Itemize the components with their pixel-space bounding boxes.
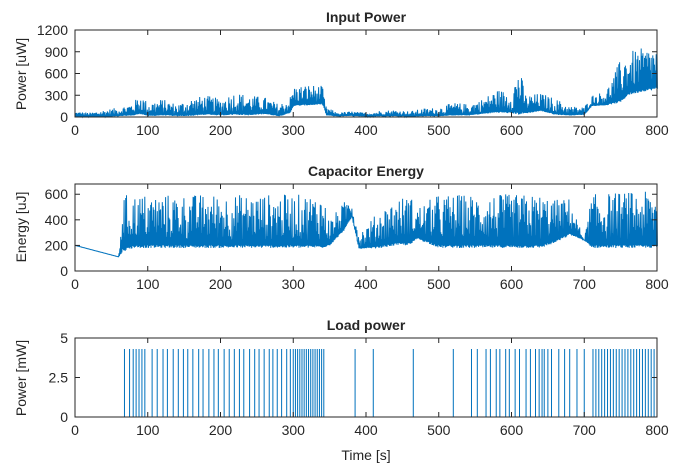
x-tick-label: 800 (645, 276, 669, 292)
x-tick-label: 300 (282, 276, 306, 292)
plot-area-load-power: 0 100 200 300 400 500 600 700 800 0 2.5 5 (49, 330, 669, 438)
panel-title-load-power: Load power (327, 317, 406, 333)
x-tick-label: 700 (573, 122, 597, 138)
y-tick-label: 2.5 (49, 370, 69, 386)
panel-input-power: Input Power Power [uW] 0 100 200 300 400 500 6… (13, 9, 669, 138)
x-tick-label: 800 (645, 122, 669, 138)
y-tick-label: 0 (60, 109, 68, 125)
x-tick-label: 300 (282, 122, 306, 138)
x-tick-label: 300 (282, 422, 306, 438)
x-tick-label: 400 (354, 276, 378, 292)
x-tick-label: 100 (136, 122, 160, 138)
y-tick-label: 200 (45, 237, 69, 253)
y-tick-label: 5 (60, 330, 68, 346)
y-axis-label-input-power: Power [uW] (13, 38, 29, 110)
y-tick-label: 300 (45, 87, 69, 103)
x-tick-label: 700 (573, 276, 597, 292)
y-tick-label: 1200 (37, 22, 68, 38)
x-tick-label: 200 (209, 276, 233, 292)
x-axis-label-time: Time [s] (341, 447, 390, 463)
y-tick-label: 0 (60, 409, 68, 425)
axes-frame (74, 29, 658, 118)
x-tick-label: 200 (209, 422, 233, 438)
x-tick-label: 0 (71, 422, 79, 438)
x-tick-label: 100 (136, 276, 160, 292)
plot-background (75, 338, 657, 417)
x-tick-label: 0 (71, 122, 79, 138)
plot-area-input-power: 0 100 200 300 400 500 600 700 800 0 300 600 900 1200 (37, 22, 669, 138)
y-axis-label-capacitor-energy: Energy [uJ] (13, 192, 29, 263)
panel-title-input-power: Input Power (326, 9, 407, 25)
x-tick-label: 600 (500, 422, 524, 438)
panel-load-power: Load power Power [mW] Time [s] 0 100 200 30… (13, 317, 669, 463)
panel-capacitor-energy: Capacitor Energy Energy [uJ] 0 100 200 300 4… (13, 163, 669, 292)
y-tick-label: 600 (45, 186, 69, 202)
y-tick-label: 400 (45, 212, 69, 228)
x-tick-label: 800 (645, 422, 669, 438)
x-tick-label: 700 (573, 422, 597, 438)
x-tick-label: 600 (500, 122, 524, 138)
y-tick-label: 900 (45, 44, 69, 60)
y-tick-label: 0 (60, 263, 68, 279)
panel-title-capacitor-energy: Capacitor Energy (308, 163, 424, 179)
y-axis-label-load-power: Power [mW] (13, 340, 29, 416)
x-tick-label: 500 (427, 122, 451, 138)
plot-area-capacitor-energy: 0 100 200 300 400 500 600 700 800 0 200 400 600 (45, 183, 669, 292)
x-tick-label: 600 (500, 276, 524, 292)
y-tick-label: 600 (45, 66, 69, 82)
x-tick-label: 200 (209, 122, 233, 138)
x-tick-label: 500 (427, 422, 451, 438)
x-tick-label: 500 (427, 276, 451, 292)
series-line-capacitor-energy (75, 191, 658, 258)
x-tick-label: 0 (71, 276, 79, 292)
x-tick-label: 100 (136, 422, 160, 438)
x-tick-label: 400 (354, 122, 378, 138)
axes-frame (74, 183, 658, 272)
x-tick-label: 400 (354, 422, 378, 438)
axes-frame (74, 337, 658, 418)
